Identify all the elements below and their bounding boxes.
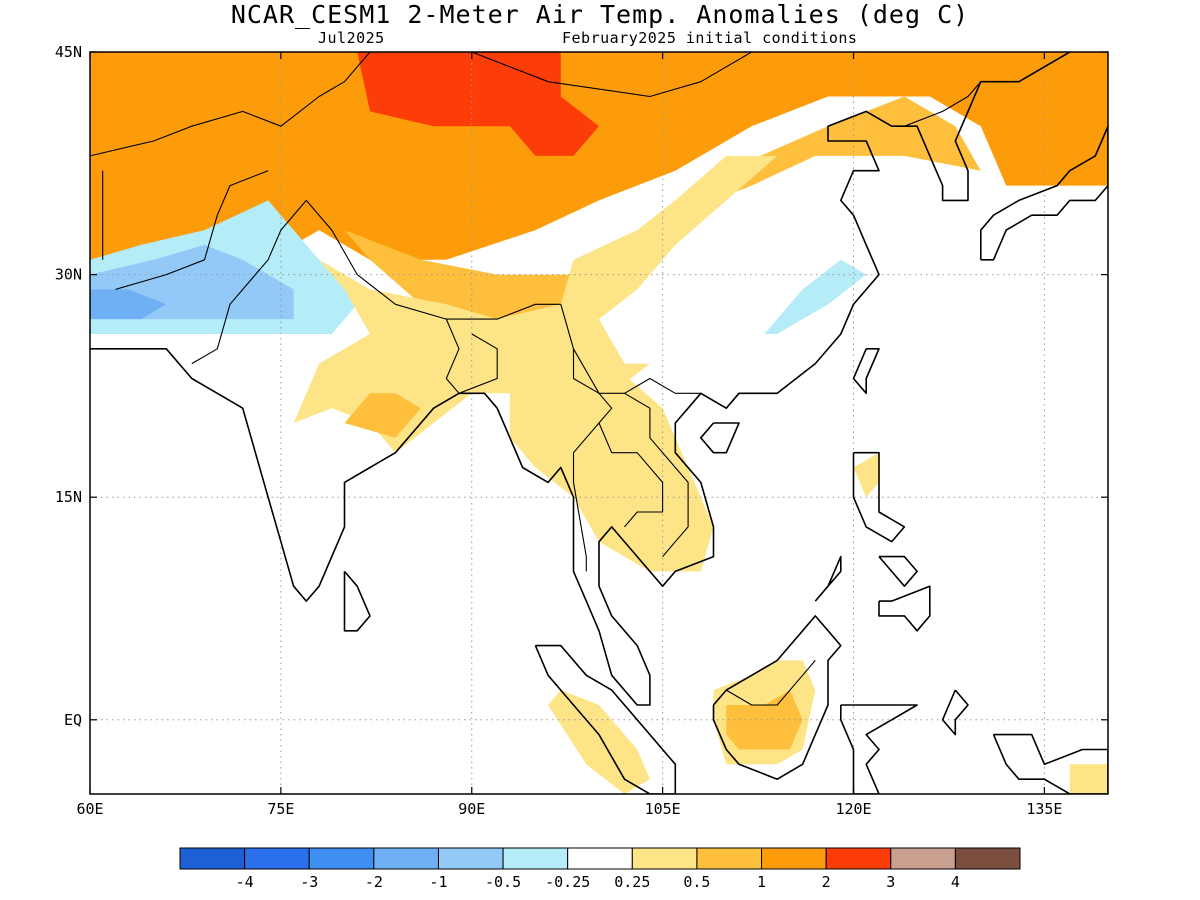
border-borneo-split xyxy=(726,660,816,706)
colorbar-label-6: 0.25 xyxy=(614,873,650,891)
colorbar-swatch-11 xyxy=(890,847,956,870)
coastline-mindanao xyxy=(878,585,931,632)
coastline-sri-lanka xyxy=(343,570,371,632)
border-india-bangladesh xyxy=(445,318,498,394)
coastline-visayas xyxy=(878,555,918,588)
colorbar-label-11: 4 xyxy=(951,873,960,891)
anomaly-region-new-guinea xyxy=(1069,764,1108,794)
coastline-borneo-coast xyxy=(712,615,842,781)
coastline-japan xyxy=(979,125,1108,261)
colorbar-label-8: 1 xyxy=(757,873,766,891)
coastline-new-guinea-coast xyxy=(992,733,1108,794)
colorbar-label-1: -3 xyxy=(300,873,318,891)
colorbar-swatch-4 xyxy=(437,847,504,870)
colorbar-label-7: 0.5 xyxy=(683,873,710,891)
lon-tick-label-120: 120E xyxy=(835,800,871,818)
map-frame xyxy=(89,51,1109,795)
border-central-asia xyxy=(90,52,371,157)
anomaly-region-pakistan-blue-deep xyxy=(90,289,167,320)
border-india-pak xyxy=(191,200,307,365)
border-thai-laos xyxy=(598,422,664,528)
gridlines xyxy=(90,52,1108,794)
anomaly-region-north-0.5 xyxy=(344,96,981,320)
lat-tick-label-15: 15N xyxy=(55,488,82,506)
coastline-halmahera xyxy=(941,689,969,736)
lon-tick-label-60: 60E xyxy=(76,800,103,818)
border-layer xyxy=(90,52,982,706)
colorbar-swatch-5 xyxy=(502,847,569,870)
anomaly-region-north-band xyxy=(90,52,1108,290)
colorbar: -4 -3 -2 -1 -0.5 -0.25 0.25 0.5 1 2 3 4 xyxy=(179,847,1021,891)
colorbar-label-0: -4 xyxy=(236,873,254,891)
anomaly-region-china-light xyxy=(560,155,778,320)
colorbar-swatch-1 xyxy=(244,847,310,870)
subtitle-valid-month: Jul2025 xyxy=(318,29,385,47)
colorbar-swatch-2 xyxy=(308,847,375,870)
colorbar-swatch-8 xyxy=(696,847,763,870)
border-china-south xyxy=(573,348,701,394)
lon-tick-label-135: 135E xyxy=(1026,800,1062,818)
coastline-taiwan xyxy=(852,347,880,395)
colorbar-label-3: -1 xyxy=(429,873,447,891)
coastline-layer xyxy=(90,52,1108,794)
lat-tick-label-0: EQ xyxy=(64,711,82,729)
coastline-south-asia-coast xyxy=(90,52,1071,706)
colorbar-swatch-10 xyxy=(825,847,892,870)
anomaly-region-borneo-orange xyxy=(726,690,803,750)
border-laos-vietnam xyxy=(624,392,689,557)
anomaly-region-sumatra xyxy=(548,690,650,794)
colorbar-label-4: -0.5 xyxy=(485,873,521,891)
colorbar-label-2: -2 xyxy=(365,873,383,891)
colorbar-swatch-0 xyxy=(179,847,246,870)
coastline-sumatra-coast xyxy=(534,644,677,794)
colorbar-swatch-3 xyxy=(373,847,439,870)
border-mongolia xyxy=(471,52,804,98)
colorbar-swatch-6 xyxy=(567,847,633,870)
coastline-palawan xyxy=(814,555,842,602)
lat-tick-label-45: 45N xyxy=(55,43,82,61)
colorbar-swatch-7 xyxy=(631,847,698,870)
colorbar-swatch-9 xyxy=(761,847,827,870)
chart-title: NCAR_CESM1 2-Meter Air Temp. Anomalies (… xyxy=(230,0,970,29)
subtitle-initial-conditions: February2025 initial conditions xyxy=(562,29,858,47)
anomaly-region-east-china-blue xyxy=(764,259,867,334)
colorbar-label-9: 2 xyxy=(822,873,831,891)
anomaly-region-philippines xyxy=(853,452,879,498)
lon-tick-label-75: 75E xyxy=(267,800,294,818)
colorbar-swatch-12 xyxy=(954,847,1021,870)
lat-tick-label-30: 30N xyxy=(55,266,82,284)
colorbar-label-5: -0.25 xyxy=(545,873,590,891)
coastline-hainan xyxy=(699,422,740,454)
border-korea xyxy=(904,81,982,127)
anomaly-region-india-orange xyxy=(344,393,421,438)
axis-ticks: 60E 75E 90E 105E 120E 135E 45N 30N 15N EQ xyxy=(55,43,1108,818)
lon-tick-label-105: 105E xyxy=(645,800,681,818)
colorbar-label-10: 3 xyxy=(886,873,895,891)
coastline-luzon xyxy=(852,451,906,543)
border-afghan-pak xyxy=(115,170,269,290)
lon-tick-label-90: 90E xyxy=(458,800,485,818)
border-myanmar-east xyxy=(560,304,613,572)
border-himalaya xyxy=(305,200,561,320)
anomaly-region-indochina-light xyxy=(509,348,714,572)
coastline-sulawesi-coast xyxy=(839,704,918,794)
